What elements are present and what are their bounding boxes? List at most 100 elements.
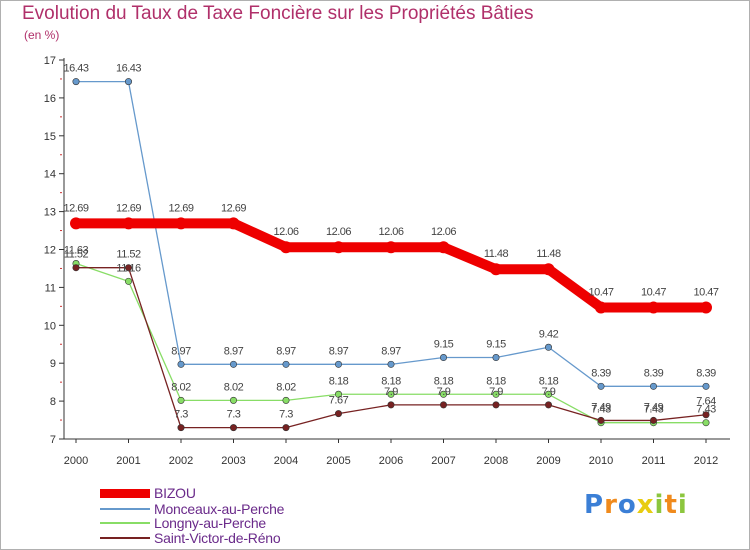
data-point (492, 401, 500, 409)
logo-letter: o (617, 490, 637, 520)
unit-label: (en %) (24, 28, 60, 42)
data-label: 9.15 (434, 339, 454, 351)
data-label: 11.63 (64, 245, 89, 257)
logo-letter: i (677, 490, 688, 520)
y-tick-label: 11 (45, 282, 56, 294)
y-tick-label: 15 (44, 131, 56, 143)
data-label: 8.39 (696, 367, 716, 379)
data-label: 7.67 (329, 395, 349, 407)
data-point (175, 217, 187, 230)
y-tick-label: 13 (44, 207, 56, 219)
data-label: 12.06 (378, 226, 403, 238)
x-tick-label: 2011 (642, 455, 666, 467)
data-label: 16.43 (116, 63, 141, 75)
data-point (387, 360, 395, 368)
data-point (227, 217, 240, 230)
x-tick-label: 2003 (221, 455, 245, 467)
data-point (437, 241, 450, 254)
data-point (385, 241, 397, 254)
data-label: 11.16 (116, 262, 141, 274)
data-label: 11.48 (536, 248, 561, 260)
legend-swatch-monceaux (100, 508, 150, 510)
logo-letter: t (664, 490, 678, 520)
chart-title: Evolution du Taux de Taxe Foncière sur l… (22, 3, 534, 24)
data-point (230, 360, 238, 368)
legend-label-longny: Longny-au-Perche (154, 515, 266, 531)
legend-label-saint-victor: Saint-Victor-de-Réno (154, 530, 281, 546)
data-label: 12.69 (63, 202, 88, 214)
data-label: 8.97 (329, 345, 349, 357)
data-point (282, 424, 290, 432)
data-point (649, 382, 657, 390)
legend-item-saint-victor: Saint-Victor-de-Réno (100, 530, 281, 546)
x-tick-label: 2004 (274, 455, 298, 467)
data-label: 8.18 (329, 375, 349, 387)
data-label: 7.3 (227, 409, 241, 421)
data-label: 7.64 (696, 396, 716, 408)
data-label: 7.43 (591, 404, 611, 416)
data-point (70, 217, 82, 230)
legend-item-monceaux: Monceaux-au-Perche (100, 501, 284, 517)
axes: 7 8 9 10 11 12 13 14 15 16 17 2000 2001 2002 2003 2004 2… (44, 55, 730, 467)
legend-swatch-longny (100, 522, 150, 524)
data-point (282, 360, 290, 368)
data-point (280, 241, 292, 254)
data-point (544, 390, 552, 398)
data-point (230, 424, 238, 432)
data-point (177, 424, 185, 432)
data-point (595, 301, 607, 314)
data-label: 8.97 (381, 345, 401, 357)
data-point (125, 264, 133, 272)
data-point (282, 396, 290, 404)
data-point (125, 78, 133, 86)
data-label: 16.43 (63, 63, 88, 75)
data-label: 8.97 (171, 345, 191, 357)
data-point (542, 263, 555, 276)
data-label: 7.9 (489, 386, 503, 398)
logo-letter: x (636, 490, 655, 520)
data-label: 10.47 (588, 286, 613, 298)
x-tick-label: 2009 (536, 455, 560, 467)
data-point (702, 382, 710, 390)
data-point (177, 396, 185, 404)
data-label: 11.52 (116, 249, 141, 261)
data-label: 12.69 (168, 202, 193, 214)
data-label: 7.3 (174, 409, 188, 421)
data-point (72, 264, 80, 272)
data-point (490, 263, 502, 276)
x-tick-label: 2008 (484, 455, 508, 467)
proxiti-logo: Proxiti (584, 490, 688, 520)
data-label: 12.06 (326, 226, 351, 238)
data-label: 7.49 (591, 401, 611, 413)
data-label: 8.02 (276, 381, 296, 393)
data-point (72, 78, 80, 86)
data-point (700, 301, 712, 314)
data-label: 11.52 (64, 249, 89, 261)
data-label: 7.43 (644, 404, 664, 416)
data-point (492, 390, 500, 398)
data-point (334, 390, 342, 398)
data-point (439, 354, 447, 362)
data-point (387, 401, 395, 409)
data-label: 8.18 (486, 375, 506, 387)
data-point (647, 301, 660, 314)
data-label: 7.9 (384, 386, 398, 398)
data-label: 7.9 (542, 386, 556, 398)
data-point (439, 390, 447, 398)
y-tick-label: 9 (50, 358, 56, 370)
data-point (387, 390, 395, 398)
data-label: 10.47 (693, 286, 718, 298)
x-tick-label: 2001 (116, 455, 140, 467)
data-point (439, 401, 447, 409)
data-point (702, 419, 710, 427)
legend-label-monceaux: Monceaux-au-Perche (154, 501, 285, 517)
logo-letter: r (604, 490, 618, 520)
y-tick-label: 12 (44, 245, 56, 257)
data-label: 8.18 (434, 375, 454, 387)
data-point (702, 411, 710, 419)
data-label: 8.39 (591, 367, 611, 379)
data-label: 7.9 (437, 386, 451, 398)
y-tick-label: 16 (44, 93, 56, 105)
data-label: 12.06 (273, 226, 298, 238)
